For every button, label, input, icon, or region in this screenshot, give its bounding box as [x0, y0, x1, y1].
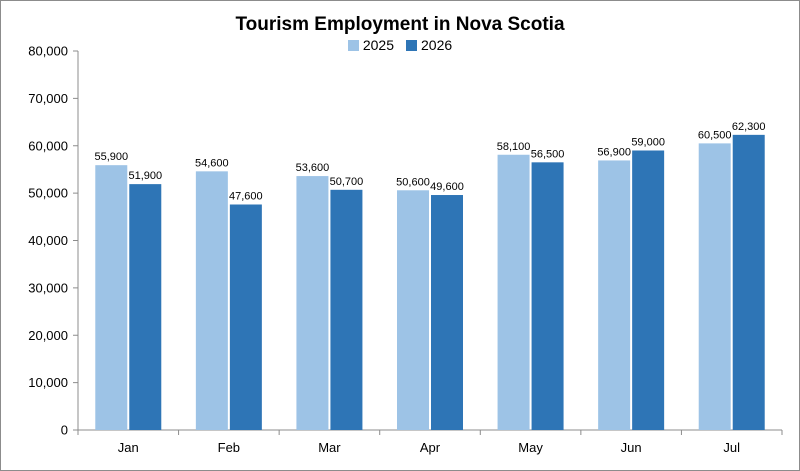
bar-2025-Apr — [397, 190, 429, 430]
bar-2026-Apr — [431, 195, 463, 430]
legend-item-2025: 2025 — [347, 37, 394, 53]
bar-2025-May — [497, 154, 530, 430]
x-tick-label: Jan — [118, 440, 139, 455]
y-tick-label: 10,000 — [28, 375, 68, 390]
y-tick-label: 30,000 — [28, 280, 68, 295]
data-label: 58,100 — [497, 141, 531, 153]
data-label: 49,600 — [430, 181, 464, 193]
legend-swatch-2025 — [347, 39, 359, 51]
bar-2026-Mar — [330, 189, 363, 430]
data-label: 56,900 — [597, 146, 631, 158]
legend-label-2026: 2026 — [421, 37, 453, 53]
y-tick-label: 0 — [61, 423, 68, 438]
bar-2026-May — [531, 162, 564, 431]
x-tick-label: Feb — [218, 440, 240, 455]
data-label: 62,300 — [732, 121, 766, 133]
data-label: 56,500 — [531, 148, 565, 160]
y-tick-label: 40,000 — [28, 233, 68, 248]
bar-2026-Feb — [229, 204, 262, 430]
legend-label-2025: 2025 — [362, 37, 394, 53]
x-tick-label: Jul — [723, 440, 740, 455]
legend-item-2026: 2026 — [406, 37, 452, 53]
y-tick-label: 60,000 — [28, 138, 68, 153]
x-tick-label: Apr — [420, 440, 441, 455]
bar-2025-Jun — [598, 160, 631, 430]
y-tick-label: 20,000 — [28, 328, 68, 343]
y-tick-label: 80,000 — [28, 44, 68, 59]
bar-2025-Mar — [296, 176, 329, 430]
y-tick-label: 50,000 — [28, 186, 68, 201]
bar-2026-Jul — [732, 134, 765, 430]
data-label: 50,600 — [396, 176, 430, 188]
bar-2025-Feb — [195, 171, 228, 430]
data-label: 55,900 — [94, 151, 128, 163]
data-label: 59,000 — [631, 136, 665, 148]
bar-2025-Jan — [95, 165, 128, 430]
y-tick-label: 70,000 — [28, 91, 68, 106]
data-label: 50,700 — [330, 176, 364, 188]
data-label: 53,600 — [296, 162, 330, 174]
bar-2026-Jan — [129, 184, 162, 430]
x-tick-label: May — [518, 440, 543, 455]
bar-2025-Jul — [698, 143, 731, 430]
data-label: 47,600 — [229, 190, 263, 202]
legend-swatch-2026 — [406, 39, 417, 51]
chart-legend: 2025 2026 — [0, 37, 800, 53]
chart-title: Tourism Employment in Nova Scotia — [235, 14, 565, 35]
x-tick-label: Jun — [621, 440, 642, 455]
bar-2026-Jun — [632, 150, 665, 431]
data-label: 54,600 — [195, 157, 229, 169]
x-tick-label: Mar — [318, 440, 341, 455]
data-label: 51,900 — [128, 170, 162, 182]
data-label: 60,500 — [698, 129, 732, 141]
